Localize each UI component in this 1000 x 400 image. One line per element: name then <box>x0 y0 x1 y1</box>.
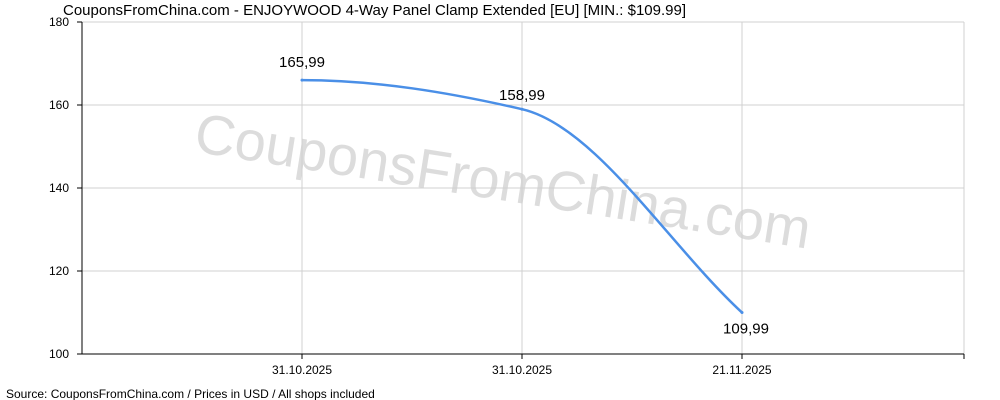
data-label: 158,99 <box>499 87 545 104</box>
data-label: 109,99 <box>723 321 769 338</box>
source-note: Source: CouponsFromChina.com / Prices in… <box>6 387 375 400</box>
y-tick-label: 120 <box>49 264 69 278</box>
grid-lines <box>82 21 965 354</box>
series-layer <box>300 78 744 315</box>
axes: 100 120 140 160 180 31.10.2025 31.10.2025 21.11… <box>49 15 965 377</box>
data-labels: 165,99 158,99 109,99 <box>279 54 769 337</box>
x-tick-label: 31.10.2025 <box>492 363 552 377</box>
y-tick-label: 160 <box>49 98 69 112</box>
x-tick-label: 31.10.2025 <box>272 363 332 377</box>
data-label: 165,99 <box>279 54 325 71</box>
data-point <box>740 311 744 315</box>
y-tick-label: 180 <box>49 15 69 29</box>
price-line <box>300 78 744 314</box>
data-point <box>300 78 304 82</box>
y-tick-label: 100 <box>49 347 69 361</box>
y-tick-label: 140 <box>49 181 69 195</box>
x-tick-label: 21.11.2025 <box>712 363 771 377</box>
watermark: CouponsFromChina.com <box>191 101 816 261</box>
data-point <box>520 107 524 111</box>
chart-title: CouponsFromChina.com - ENJOYWOOD 4-Way P… <box>63 2 686 19</box>
